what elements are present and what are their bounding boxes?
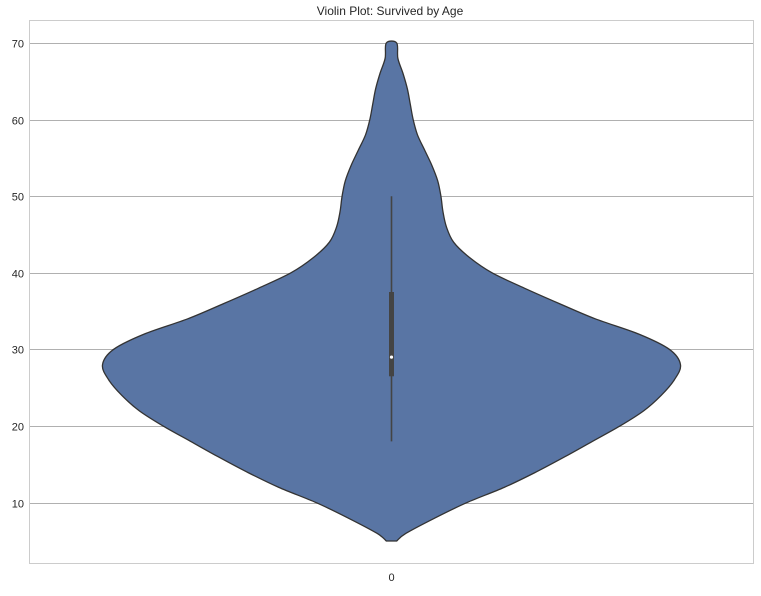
plot-frame [29, 20, 754, 564]
y-tick-label: 10 [12, 499, 24, 511]
y-tick-label: 20 [12, 422, 24, 434]
box-layer [389, 196, 394, 442]
y-tick-label: 70 [12, 39, 24, 51]
x-axis-ticks: 0 [388, 572, 394, 584]
y-tick-label: 50 [12, 192, 24, 204]
x-tick-label: 0 [388, 572, 394, 584]
y-tick-label: 40 [12, 269, 24, 281]
violin-iqr-box [389, 292, 394, 377]
chart-title: Violin Plot: Survived by Age [317, 4, 464, 18]
y-tick-label: 60 [12, 116, 24, 128]
y-axis-ticks: 10 20 30 40 50 60 70 [12, 39, 24, 511]
violin-median-point [389, 355, 394, 359]
y-tick-label: 30 [12, 345, 24, 357]
